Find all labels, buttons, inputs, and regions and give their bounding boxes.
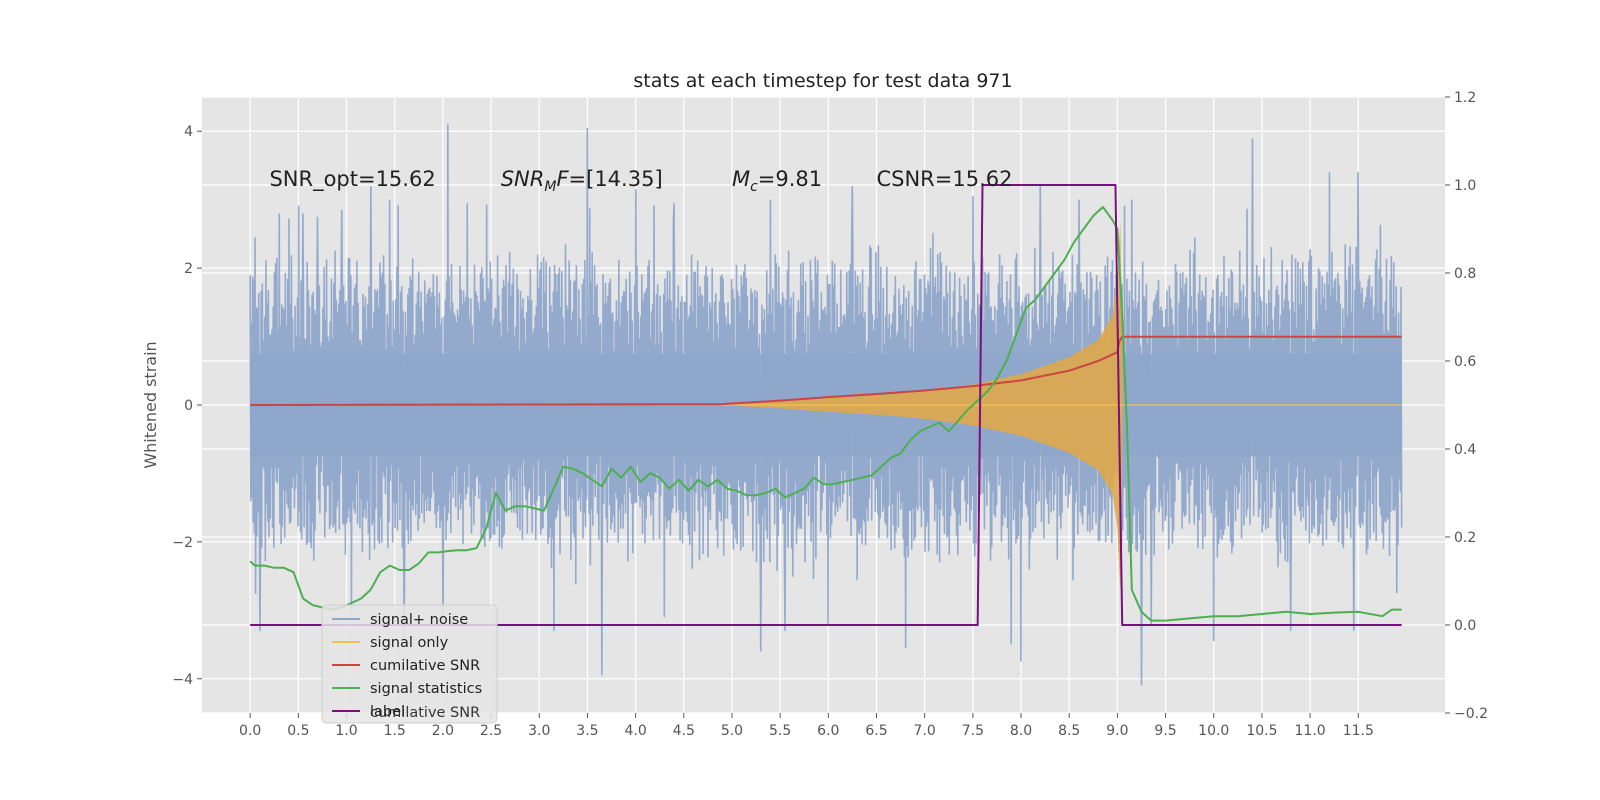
y-tick-label: 2 [184, 261, 193, 277]
x-tick-label: 4.0 [624, 723, 646, 739]
legend-label: signal+ noise [370, 612, 468, 628]
y2-tick-label: 0.8 [1454, 266, 1476, 282]
y2-tick-label: 1.0 [1454, 178, 1476, 194]
signal-noise-line [249, 124, 1403, 686]
x-tick-label: 9.0 [1106, 723, 1128, 739]
legend-label: signal only [370, 635, 449, 651]
legend-box [321, 604, 498, 724]
y-tick-label: −4 [172, 672, 193, 688]
legend-label: cumilative SNR [370, 658, 480, 674]
series-line-cumilative-SNR [250, 335, 1402, 406]
series-line-label [250, 184, 1402, 626]
legend: cumilative SNR signal+ noise signal only cu… [321, 604, 498, 724]
x-tick-label: 11.0 [1295, 723, 1326, 739]
y-tick-label: 4 [184, 124, 193, 140]
x-tick-label: 7.5 [962, 723, 984, 739]
chart-title: stats at each timestep for test data 971 [633, 70, 1012, 92]
annotation-text: SNRMF=[14.35] [501, 167, 663, 195]
y2-tick-label: 0.0 [1454, 618, 1476, 634]
x-tick-label: 7.0 [914, 723, 936, 739]
x-tick-label: 8.0 [1010, 723, 1032, 739]
legend-label: signal statistics [370, 681, 482, 697]
x-tick-label: 6.0 [817, 723, 839, 739]
y-axis-label: Whitened strain [141, 341, 160, 468]
x-tick-label: 6.5 [865, 723, 887, 739]
y2-tick-label: 0.2 [1454, 530, 1476, 546]
line-series [249, 184, 1402, 626]
legend-ghost-text: cumilative SNR [370, 705, 480, 721]
series-line-signal-statistics [249, 206, 1402, 622]
annotations: SNR_opt=15.62 SNRMF=[14.35] Mc=9.81 CSNR=15… [269, 167, 1012, 195]
x-tick-label: 9.5 [1154, 723, 1176, 739]
y2-tick-label: 0.6 [1454, 354, 1476, 370]
annotation-text: SNR_opt=15.62 [269, 167, 435, 192]
y-tick-label: 0 [184, 398, 193, 414]
x-tick-label: 0.5 [287, 723, 309, 739]
y2-tick-label: 1.2 [1454, 90, 1476, 106]
signal-only-series [722, 220, 1402, 590]
y2-tick-label: 0.4 [1454, 442, 1476, 458]
y2-tick-label: −0.2 [1454, 706, 1488, 722]
annotation-text: Mc=9.81 [732, 167, 822, 195]
x-tick-label: 1.0 [335, 723, 357, 739]
x-tick-label: 5.0 [721, 723, 743, 739]
annotation-text: CSNR=15.62 [876, 167, 1012, 191]
x-tick-label: 10.0 [1198, 723, 1229, 739]
x-tick-label: 3.0 [528, 723, 550, 739]
x-tick-label: 3.5 [576, 723, 598, 739]
axes: 0.0 0.5 1.0 1.5 2.0 2.5 3.0 3.5 4.0 4.5 5.0 5.5 6.0 6… [172, 90, 1488, 739]
x-tick-label: 5.5 [769, 723, 791, 739]
y-tick-label: −2 [172, 535, 193, 551]
x-tick-label: 2.0 [432, 723, 454, 739]
x-tick-label: 8.5 [1058, 723, 1080, 739]
x-tick-label: 11.5 [1343, 723, 1374, 739]
x-tick-label: 4.5 [673, 723, 695, 739]
x-tick-label: 1.5 [384, 723, 406, 739]
x-tick-label: 2.5 [480, 723, 502, 739]
x-tick-label: 0.0 [239, 723, 261, 739]
legend-label: label [370, 704, 405, 720]
x-tick-label: 10.5 [1246, 723, 1277, 739]
